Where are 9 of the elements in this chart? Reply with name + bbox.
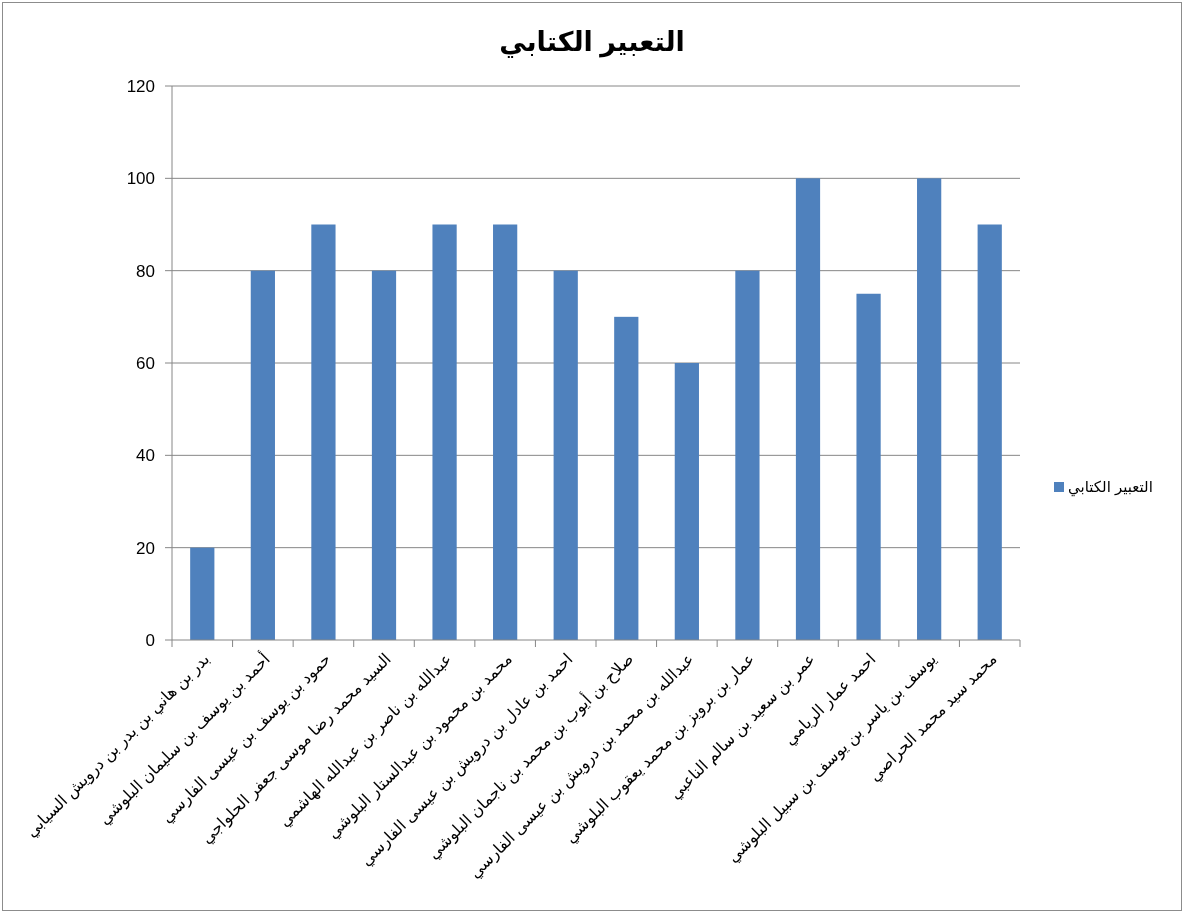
y-tick-label: 100 [126, 169, 155, 189]
y-tick-label: 20 [136, 538, 155, 558]
y-tick-label: 60 [136, 354, 155, 373]
y-tick-label: 80 [136, 261, 155, 281]
legend-label: التعبير الكتابي [1068, 478, 1153, 495]
title: التعبير الكتابي [499, 27, 685, 57]
y-tick-label: 0 [145, 631, 155, 650]
y-tick-label: 40 [136, 446, 155, 466]
y-tick-label: 120 [126, 77, 155, 96]
